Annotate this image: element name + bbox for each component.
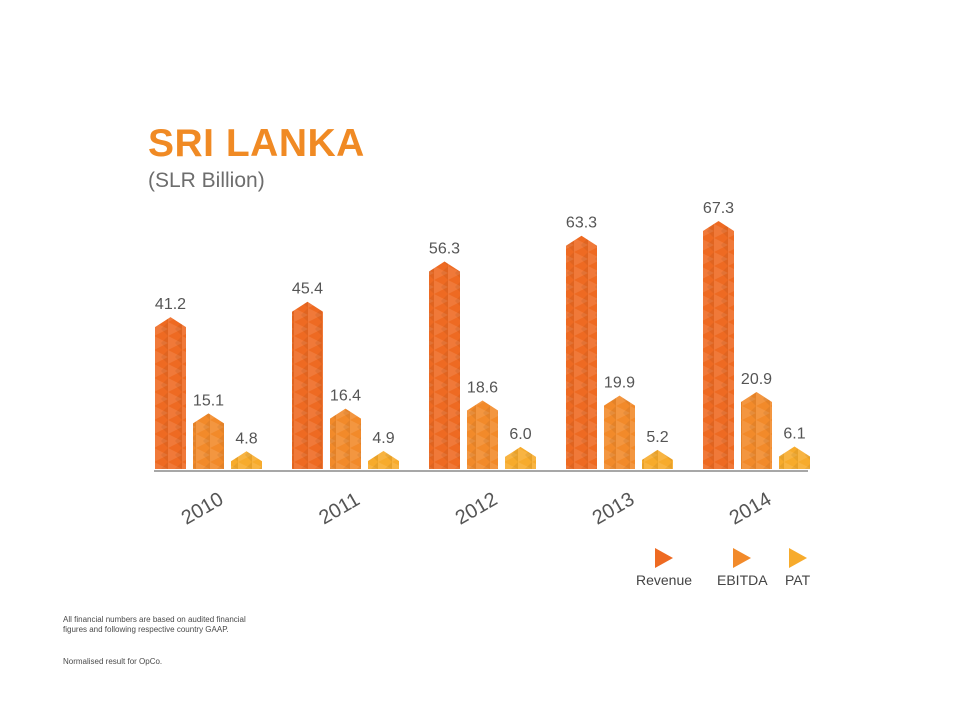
data-label-pat-2014: 6.1	[783, 426, 805, 443]
x-tick-labels: 2010 2011 2012 2013 2014	[178, 488, 776, 529]
bar-pattern-pat-2013	[642, 449, 673, 469]
data-label-pat-2010: 4.8	[235, 430, 257, 447]
bar-pattern-revenue-2012	[429, 261, 460, 469]
data-label-revenue-2010: 41.2	[155, 296, 186, 313]
legend-pat-swatch	[788, 548, 807, 568]
bar-pattern-revenue-2013	[566, 235, 597, 469]
footnote-normalised: Normalised result for OpCo.	[63, 657, 163, 666]
chart-subtitle: (SLR Billion)	[148, 169, 265, 192]
x-tick-label-2011: 2011	[315, 489, 363, 530]
data-label-pat-2012: 6.0	[509, 426, 531, 443]
legend-ebitda-triangle-icon	[733, 548, 752, 568]
legend-revenue-swatch	[655, 548, 674, 568]
data-label-revenue-2011: 45.4	[292, 281, 323, 298]
bar-pattern-revenue-2011	[292, 301, 323, 469]
legend-pat-triangle-icon	[788, 548, 807, 568]
footnote-gaap: All financial numbers are based on audit…	[63, 615, 246, 634]
bars-group: 41.2 15.1 4.8 45.4 16.4 4.9 56.3 18.6 6.0 63.3 19.…	[155, 200, 810, 469]
legend-ebitda-swatch	[733, 548, 752, 568]
x-tick-label-2012: 2012	[452, 488, 502, 529]
bar-pattern-ebitda-2011	[330, 408, 361, 469]
bar-pattern-ebitda-2012	[467, 400, 498, 469]
bar-pattern-ebitda-2010	[193, 413, 224, 469]
data-label-ebitda-2014: 20.9	[741, 371, 772, 388]
data-label-ebitda-2011: 16.4	[330, 388, 361, 405]
data-label-revenue-2013: 63.3	[566, 215, 597, 232]
bar-pattern-pat-2012	[505, 446, 536, 469]
data-label-revenue-2014: 67.3	[703, 200, 734, 217]
data-label-pat-2013: 5.2	[646, 429, 668, 446]
data-label-ebitda-2013: 19.9	[604, 375, 635, 392]
bar-pattern-pat-2014	[779, 446, 810, 469]
data-label-ebitda-2010: 15.1	[193, 392, 224, 409]
x-tick-label-2014: 2014	[726, 488, 776, 529]
bar-pattern-revenue-2014	[703, 221, 734, 469]
x-tick-label-2010: 2010	[178, 488, 228, 529]
legend-label-ebitda: EBITDA	[717, 572, 768, 588]
data-label-revenue-2012: 56.3	[429, 241, 460, 258]
data-label-ebitda-2012: 18.6	[467, 379, 498, 396]
bar-pattern-pat-2011	[368, 450, 399, 469]
legend-item-pat: PAT	[785, 548, 810, 590]
legend-label-revenue: Revenue	[636, 572, 693, 588]
legend-item-revenue: Revenue	[636, 548, 692, 590]
x-tick-label-2013: 2013	[589, 488, 639, 529]
legend-item-ebitda: EBITDA	[717, 548, 768, 590]
chart-title: SRI LANKA	[148, 122, 365, 165]
bar-pattern-ebitda-2013	[604, 395, 635, 469]
bar-pattern-pat-2010	[231, 451, 262, 469]
legend-revenue-triangle-icon	[655, 548, 674, 568]
data-label-pat-2011: 4.9	[372, 430, 394, 447]
bar-pattern-revenue-2010	[155, 317, 186, 469]
bar-pattern-ebitda-2014	[741, 391, 772, 469]
legend-label-pat: PAT	[785, 572, 811, 588]
